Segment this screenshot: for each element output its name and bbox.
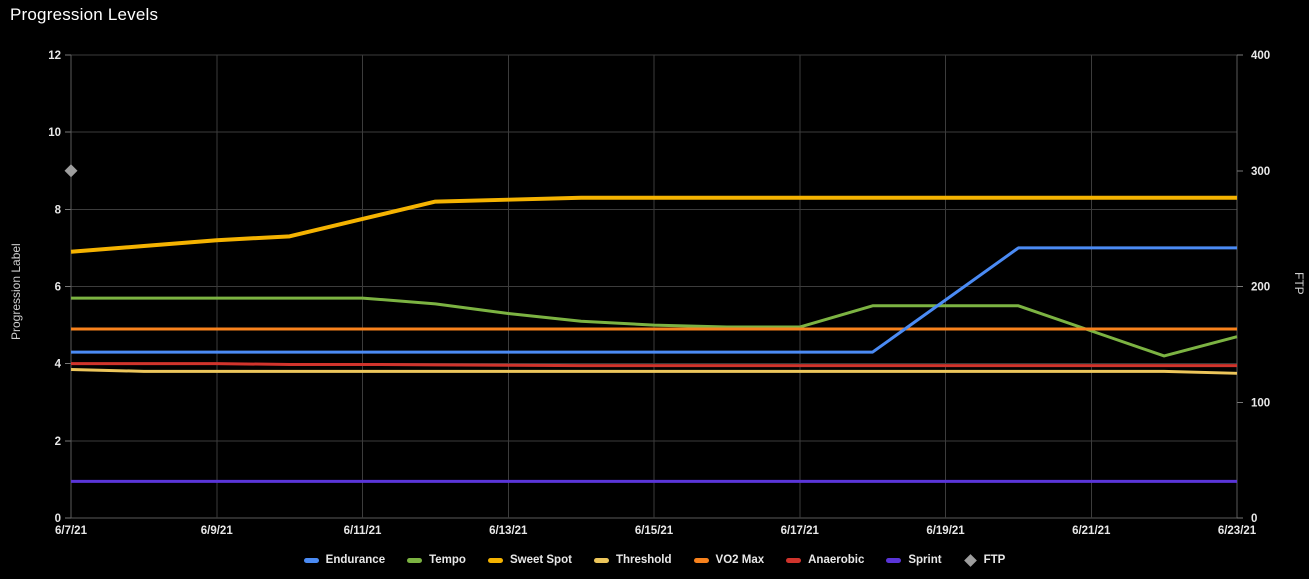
series-line-sweet-spot [70, 195, 1237, 254]
ftp-point [64, 164, 78, 178]
right-axis-tick-label: 0 [1251, 513, 1257, 525]
legend-item-tempo[interactable]: Tempo [407, 554, 466, 566]
x-axis-tick-label: 6/7/21 [55, 525, 88, 537]
legend-item-vo2-max[interactable]: VO2 Max [693, 554, 765, 566]
legend-item-sprint[interactable]: Sprint [886, 554, 942, 566]
legend-label: Tempo [429, 554, 466, 566]
legend-swatch [786, 557, 802, 563]
legend-swatch [593, 557, 609, 563]
legend-item-threshold[interactable]: Threshold [593, 554, 672, 566]
legend-swatch [407, 557, 423, 563]
chart-title: Progression Levels [10, 5, 159, 24]
legend-label: Anaerobic [808, 554, 865, 566]
right-axis-tick-label: 400 [1251, 50, 1270, 62]
series-line-endurance [71, 246, 1237, 354]
left-axis-tick-label: 0 [55, 513, 61, 525]
legend-swatch [886, 557, 902, 563]
series-line-tempo [71, 296, 1238, 358]
left-axis-tick-label: 8 [55, 204, 62, 216]
x-axis-tick-label: 6/17/21 [781, 525, 820, 537]
legend-label: Sweet Spot [509, 554, 572, 566]
legend-item-ftp[interactable]: FTP [963, 553, 1006, 567]
x-axis-tick-label: 6/9/21 [201, 525, 234, 537]
legend-item-sweet-spot[interactable]: Sweet Spot [487, 554, 572, 566]
left-axis-tick-label: 12 [48, 50, 61, 62]
x-axis-tick-label: 6/15/21 [635, 525, 674, 537]
legend-swatch [487, 557, 503, 563]
legend-swatch [693, 557, 709, 563]
legend-label: Sprint [908, 554, 942, 566]
series-line-threshold [70, 367, 1238, 375]
legend-label: Threshold [615, 554, 672, 566]
legend-item-anaerobic[interactable]: Anaerobic [786, 554, 864, 566]
x-axis-tick-label: 6/13/21 [489, 525, 528, 537]
x-axis-tick-label: 6/11/21 [344, 525, 382, 537]
legend-label: FTP [983, 554, 1006, 566]
left-axis-tick-label: 10 [48, 127, 61, 139]
legend-swatch [303, 557, 319, 563]
legend-item-endurance[interactable]: Endurance [303, 554, 386, 566]
x-axis-tick-label: 6/21/21 [1072, 525, 1111, 537]
right-axis-tick-label: 200 [1251, 282, 1270, 294]
legend-label: VO2 Max [715, 554, 765, 566]
series-line-anaerobic [71, 362, 1237, 368]
legend-label: Endurance [325, 554, 386, 566]
right-axis-tick-label: 300 [1251, 166, 1270, 178]
x-axis-tick-label: 6/23/21 [1218, 525, 1257, 537]
left-axis-tick-label: 4 [55, 359, 62, 371]
left-axis-tick-label: 6 [55, 282, 61, 294]
left-axis-tick-label: 2 [55, 436, 61, 448]
right-axis-tick-label: 100 [1251, 397, 1270, 409]
legend-diamond-icon [963, 553, 977, 567]
x-axis-tick-label: 6/19/21 [926, 525, 965, 537]
chart-legend: Endurance Tempo Sweet Spot Threshold VO2 Max… [0, 553, 1309, 567]
